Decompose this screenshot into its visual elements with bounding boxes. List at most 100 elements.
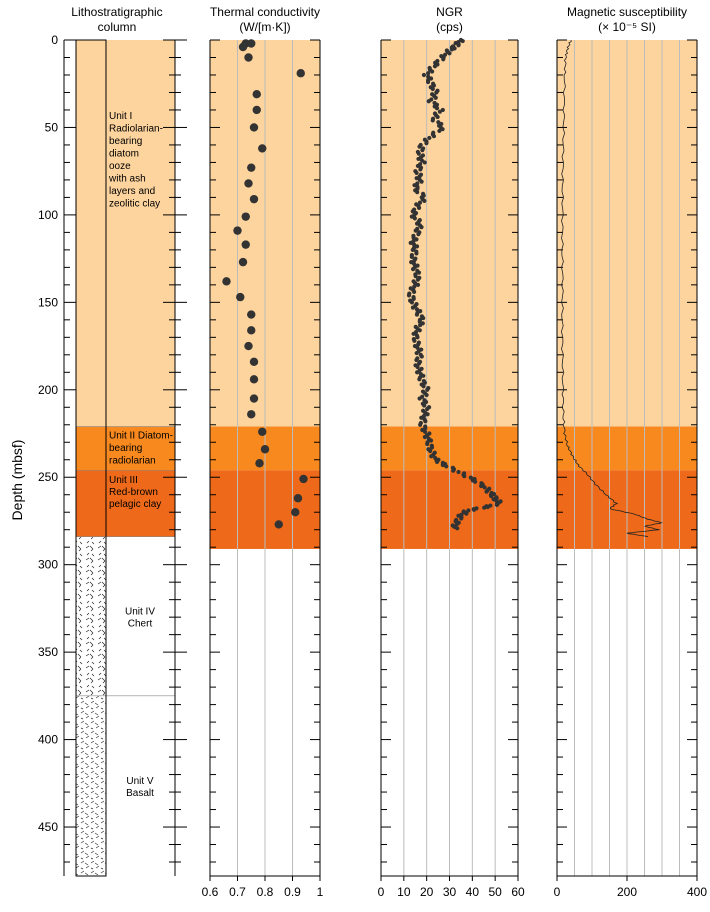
ngr-point xyxy=(415,345,420,350)
thermal-conductivity-point xyxy=(241,240,250,249)
x-tick-label: 0.8 xyxy=(257,885,274,899)
ngr-point xyxy=(455,526,460,531)
thermal-conductivity-point xyxy=(299,474,308,484)
lithology-column: Lithostratigraphic column Unit IRadiolar… xyxy=(71,5,187,877)
lithology-unit-pattern xyxy=(76,695,106,876)
ngr-point xyxy=(456,43,461,48)
thermal-conductivity-point xyxy=(233,226,242,235)
x-tick-label: 40 xyxy=(466,885,480,899)
thermal-conductivity-point xyxy=(293,494,303,503)
lithology-unit-band xyxy=(106,40,175,427)
ngr-point xyxy=(418,167,423,172)
ngr-point xyxy=(412,338,417,343)
ngr-point xyxy=(421,72,427,78)
lithology-unit-label: Unit V xyxy=(126,776,154,787)
lithology-unit-label: Chert xyxy=(128,618,153,629)
ngr-point xyxy=(411,296,416,301)
ngr-point xyxy=(410,209,415,214)
ngr-point xyxy=(444,464,449,469)
lithology-unit-pattern xyxy=(76,40,106,427)
ngr-point xyxy=(414,312,420,317)
depth-tick-label: 50 xyxy=(45,120,59,134)
thermal-conductivity-point xyxy=(291,508,300,517)
ngr-point xyxy=(482,505,487,510)
thermal-conductivity-point xyxy=(244,179,253,188)
ngr-point xyxy=(421,315,426,321)
lithology-unit-label: ooze xyxy=(109,161,131,172)
ngr-point xyxy=(422,380,427,385)
ngr-point xyxy=(456,469,461,475)
ngr-point xyxy=(415,364,420,370)
lithology-unit-band xyxy=(106,426,175,471)
ngr-point xyxy=(424,392,429,398)
x-tick-label: 0.6 xyxy=(202,885,219,899)
ngr-point xyxy=(417,200,423,205)
ngr-point xyxy=(449,47,455,52)
depth-tick-label: 450 xyxy=(38,820,58,834)
lithology-unit-label: pelagic clay xyxy=(109,499,161,510)
x-tick-label: 0 xyxy=(554,885,561,899)
depth-axis-label: Depth (mbsf) xyxy=(9,440,25,521)
ngr-point xyxy=(406,293,412,298)
lithology-unit-band xyxy=(106,695,175,876)
ngr-point xyxy=(410,247,415,252)
ngr-point xyxy=(421,373,426,378)
ngr-point xyxy=(426,71,431,76)
thermal-conductivity-point xyxy=(296,69,305,78)
ngr-point xyxy=(416,205,422,210)
lithology-unit-band xyxy=(106,536,175,696)
ngr-point xyxy=(424,141,429,146)
ngr-point xyxy=(418,322,423,328)
ngr-point xyxy=(423,399,429,405)
x-tick-label: 60 xyxy=(511,885,525,899)
ngr-point xyxy=(466,508,471,513)
ngr-point xyxy=(430,69,435,74)
depth-tick-label: 400 xyxy=(38,733,58,747)
ngr-point xyxy=(412,216,417,221)
ngr-point xyxy=(459,516,464,521)
ngr-point xyxy=(414,176,419,181)
thermal-conductivity-point xyxy=(258,144,267,153)
ngr-point xyxy=(428,448,433,454)
ngr-point xyxy=(430,86,435,92)
ngr-point xyxy=(454,522,460,527)
thermal-conductivity-point xyxy=(244,341,253,351)
ngr-point xyxy=(422,429,428,434)
x-tick-label: 20 xyxy=(420,885,434,899)
ngr-point xyxy=(420,148,425,153)
lithology-unit-pattern xyxy=(76,470,106,537)
ngr-point xyxy=(410,267,416,272)
lithology-unit-label: Unit IV xyxy=(125,606,155,617)
ngr-point xyxy=(414,357,419,363)
lithology-unit-label: Unit I xyxy=(109,111,132,122)
lithology-unit-label: with ash xyxy=(108,173,146,184)
thermal-conductivity-point xyxy=(274,520,283,529)
ngr-point xyxy=(440,462,445,468)
lithology-title-line2: column xyxy=(98,20,137,34)
x-tick-label: 10 xyxy=(397,885,411,899)
ngr-point xyxy=(434,459,440,464)
ngr-point xyxy=(415,335,420,340)
x-tick-label: 0 xyxy=(378,885,385,899)
lithology-unit-label: Unit III xyxy=(109,475,138,486)
panel-title: NGR xyxy=(436,5,463,19)
ngr-point xyxy=(422,160,427,165)
lithology-unit-label: Basalt xyxy=(126,788,154,799)
thermal-conductivity-point xyxy=(258,427,267,436)
ngr-point xyxy=(425,441,430,447)
thermal-conductivity-point xyxy=(238,42,248,52)
ngr-point xyxy=(440,127,445,132)
x-tick-label: 30 xyxy=(443,885,457,899)
ngr-point xyxy=(435,114,440,120)
depth-tick-label: 0 xyxy=(51,33,58,47)
thermal-conductivity-point xyxy=(252,90,261,99)
thermal-conductivity-point xyxy=(249,123,259,132)
depth-tick-label: 200 xyxy=(38,383,58,397)
thermal-conductivity-point xyxy=(260,445,270,454)
ngr-point xyxy=(434,106,440,111)
thermal-conductivity-point xyxy=(255,459,264,468)
ngr-point xyxy=(414,307,420,312)
panel-title: (W/[m·K]) xyxy=(239,20,290,34)
lithology-unit-label: bearing xyxy=(109,443,142,454)
ngr-point xyxy=(485,504,490,510)
